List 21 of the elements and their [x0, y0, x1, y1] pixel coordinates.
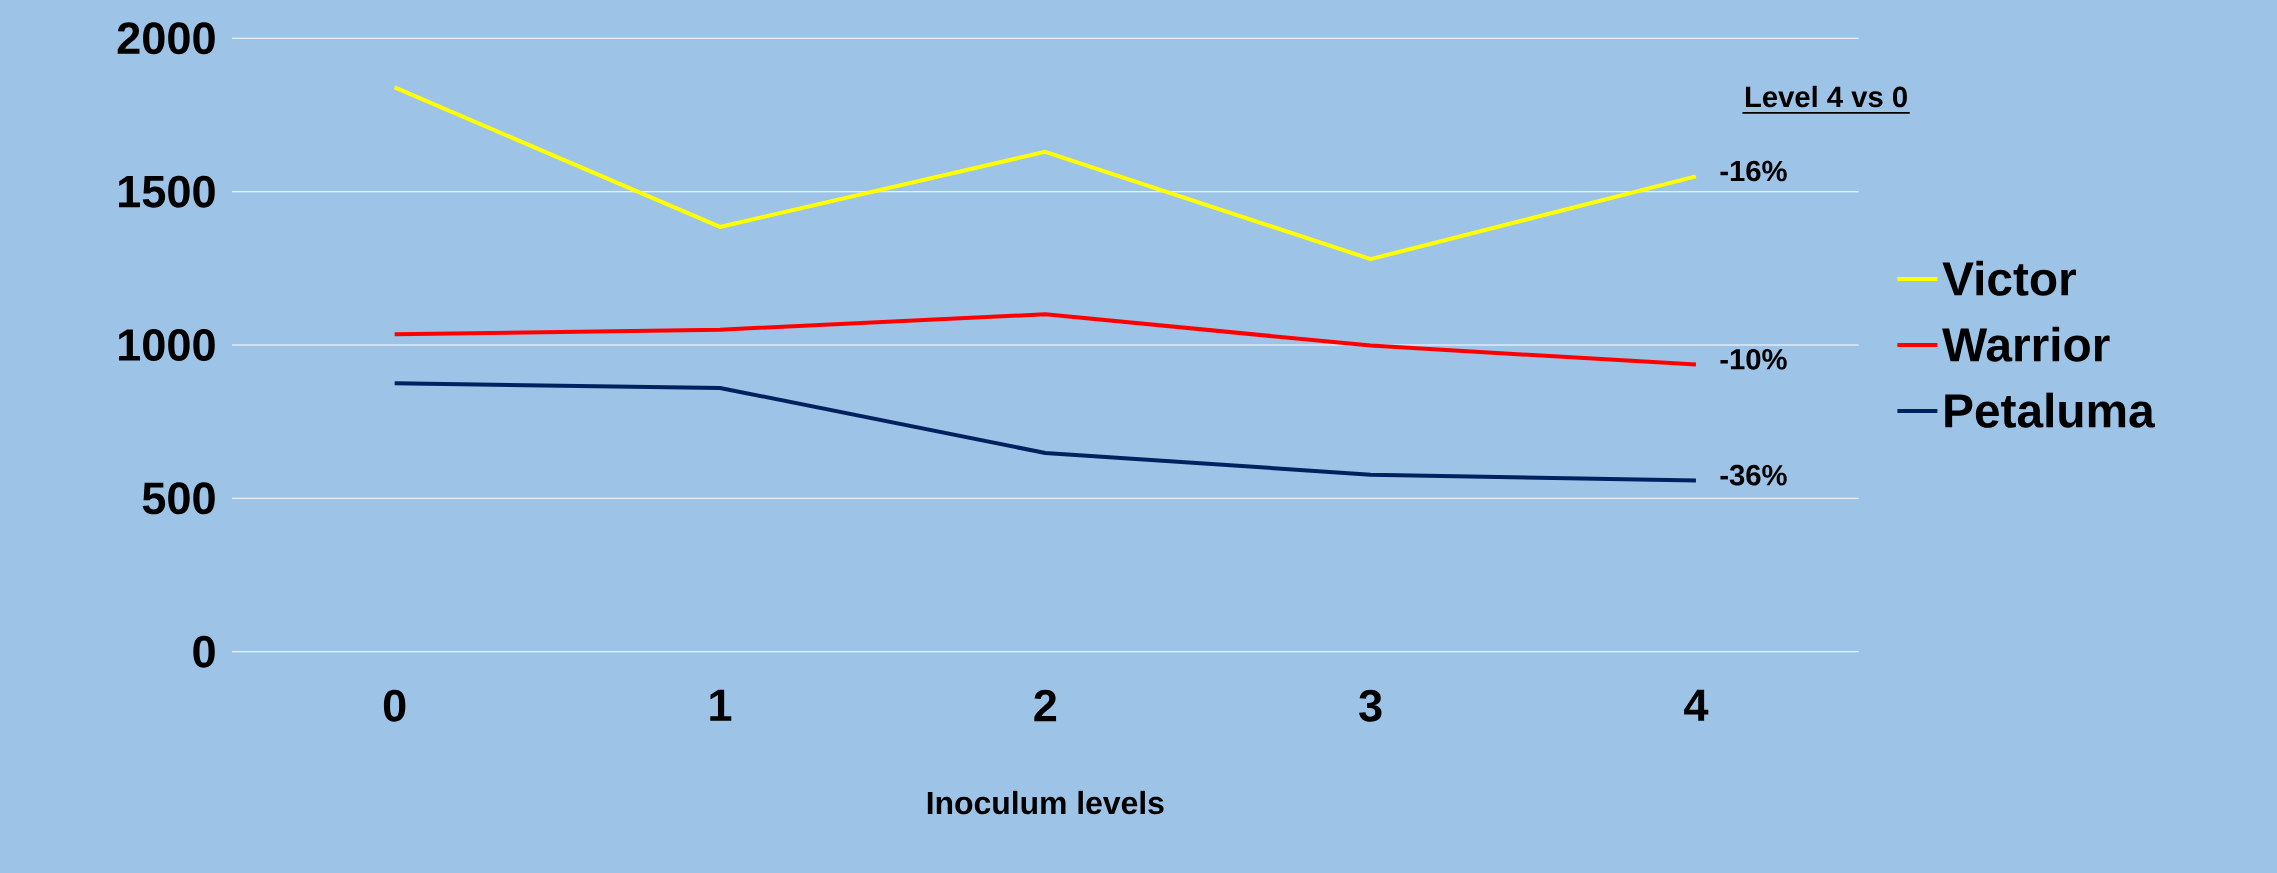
legend-label: Petaluma [1945, 392, 2155, 428]
annotation: -10% [1720, 348, 1787, 370]
legend-label: Warrior [1942, 326, 2110, 362]
y-tick-label: 2000 [117, 22, 215, 55]
x-tick-label: 4 [1684, 689, 1709, 721]
annotation: -16% [1720, 160, 1787, 182]
y-tick-label: 500 [142, 482, 215, 515]
x-tick-label: 1 [710, 689, 732, 721]
line-series [392, 381, 1698, 483]
y-tick-label: 1000 [119, 329, 215, 361]
y-tick-label: 0 [193, 635, 215, 668]
x-axis-title: Inoculum levels [927, 790, 1164, 815]
line-series [392, 85, 1698, 262]
x-tick-label: 0 [383, 689, 406, 722]
legend-label: Victor [1942, 260, 2076, 296]
annotation: Level 4 vs 0 [1745, 85, 1907, 108]
x-tick-label: 3 [1359, 689, 1382, 722]
annotation: -36% [1720, 464, 1787, 486]
x-tick-label: 2 [1034, 689, 1057, 722]
line-series [392, 312, 1698, 367]
y-tick-label: 1500 [119, 175, 215, 208]
